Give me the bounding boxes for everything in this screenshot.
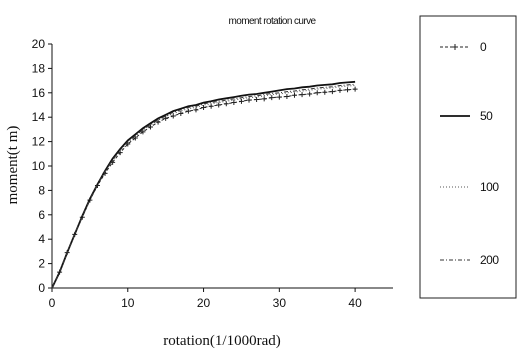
legend-label-0: 0 — [480, 40, 487, 54]
legend-label-50: 50 — [480, 109, 493, 123]
series-point-0 — [276, 94, 282, 100]
y-tick-label: 8 — [38, 183, 45, 197]
x-axis-label: rotation(1/1000rad) — [163, 333, 280, 349]
y-axis-ticks: 0 2 4 6 8 10 12 14 16 18 20 — [32, 37, 52, 295]
x-axis-ticks: 0 10 20 30 40 — [49, 288, 362, 310]
series-line-0 — [51, 88, 356, 289]
series-point-0 — [201, 104, 207, 110]
series-line-200 — [51, 83, 356, 289]
series-line-50 — [51, 80, 356, 289]
series-point-0 — [155, 119, 161, 125]
legend-marker-0 — [452, 44, 458, 50]
legend-label-200: 200 — [480, 253, 499, 267]
series-point-0 — [216, 102, 222, 108]
y-tick-label: 18 — [32, 61, 46, 75]
series-point-0 — [140, 129, 146, 135]
series-point-0 — [185, 108, 191, 114]
series-point-0 — [299, 92, 305, 98]
series-point-0 — [223, 101, 229, 107]
series-point-0 — [352, 86, 358, 92]
series-point-0 — [322, 89, 328, 95]
series-point-0 — [178, 111, 184, 117]
series-point-0 — [254, 97, 260, 103]
x-tick-label: 10 — [121, 296, 135, 310]
series-point-0 — [163, 115, 169, 121]
y-tick-label: 2 — [38, 257, 45, 271]
plot-area: 0 2 4 6 8 10 12 14 16 18 20 0 10 20 30 40 — [32, 37, 393, 310]
series-layer — [51, 80, 358, 289]
y-tick-label: 12 — [32, 135, 46, 149]
series-point-0 — [238, 98, 244, 104]
series-point-0 — [193, 107, 199, 113]
y-tick-label: 0 — [38, 281, 45, 295]
chart-title: moment rotation curve — [229, 16, 317, 27]
y-tick-label: 10 — [32, 159, 46, 173]
x-tick-label: 20 — [197, 296, 211, 310]
series-point-0 — [208, 103, 214, 109]
x-tick-label: 30 — [273, 296, 287, 310]
series-point-0 — [345, 87, 351, 93]
y-axis-label: moment(t m) — [5, 126, 21, 205]
y-tick-label: 4 — [38, 232, 45, 246]
y-tick-label: 14 — [32, 110, 46, 124]
series-point-0 — [246, 97, 252, 103]
y-tick-label: 20 — [32, 37, 46, 51]
series-point-0 — [329, 89, 335, 95]
series-point-0 — [170, 113, 176, 119]
legend-box — [419, 15, 517, 299]
x-tick-label: 0 — [49, 296, 56, 310]
legend: 0 50 100 200 — [419, 15, 517, 299]
series-point-0 — [314, 90, 320, 96]
y-tick-label: 16 — [32, 86, 46, 100]
series-point-0 — [307, 91, 313, 97]
series-point-0 — [337, 87, 343, 93]
y-tick-label: 6 — [38, 208, 45, 222]
legend-label-100: 100 — [480, 180, 499, 194]
series-point-0 — [269, 95, 275, 101]
series-point-0 — [261, 96, 267, 102]
series-point-0 — [148, 124, 154, 130]
series-point-0 — [284, 93, 290, 99]
series-point-0 — [231, 100, 237, 106]
series-point-0 — [291, 92, 297, 98]
x-tick-label: 40 — [348, 296, 362, 310]
